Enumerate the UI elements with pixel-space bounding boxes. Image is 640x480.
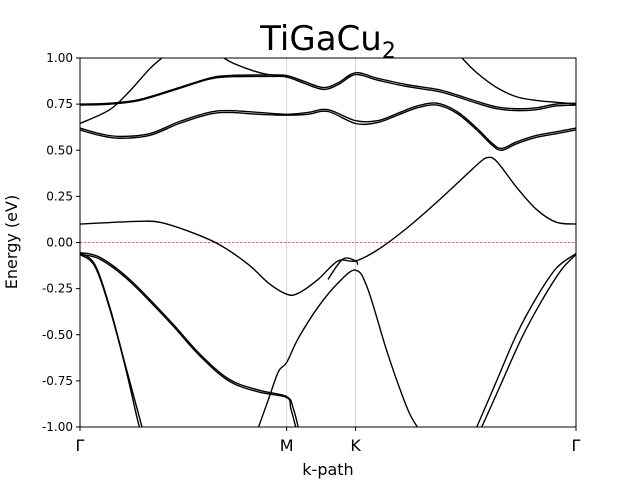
xtick-label-0: Γ [76, 436, 85, 455]
band-line-10 [80, 253, 141, 427]
chart-title-subscript: 2 [382, 39, 396, 64]
ytick-label-3: -0.25 [42, 282, 73, 296]
xtick-label-1: M [280, 436, 294, 455]
ytick-label-5: 0.25 [46, 189, 73, 203]
band-line-15 [461, 58, 576, 105]
band-line-12 [327, 257, 359, 280]
high-symmetry-gridlines [286, 58, 356, 427]
band-line-4 [80, 102, 576, 150]
band-line-11 [257, 269, 418, 427]
xtick-label-2: K [350, 436, 361, 455]
chart-title: TiGaCu2 [259, 19, 396, 64]
ytick-label-8: 1.00 [46, 51, 73, 65]
y-axis-label: Energy (eV) [2, 195, 21, 289]
band-line-2 [80, 73, 576, 112]
band-line-5 [80, 104, 576, 151]
chart-title-main: TiGaCu [259, 19, 382, 59]
band-line-0 [80, 58, 163, 125]
xtick-label-3: Γ [572, 436, 581, 455]
band-line-7 [80, 251, 299, 427]
band-line-1 [80, 71, 576, 110]
band-line-13 [476, 252, 576, 427]
band-line-3 [223, 58, 287, 77]
ytick-label-0: -1.00 [42, 420, 73, 434]
band-line-6 [80, 156, 576, 296]
x-axis-label: k-path [302, 460, 353, 479]
ytick-label-7: 0.75 [46, 97, 73, 111]
ytick-label-1: -0.75 [42, 374, 73, 388]
ytick-label-2: -0.50 [42, 328, 73, 342]
ytick-label-6: 0.50 [46, 143, 73, 157]
bands [80, 58, 576, 427]
ytick-label-4: 0.00 [46, 236, 73, 250]
band-line-8 [80, 253, 297, 427]
y-axis-ticks: -1.00 -0.75 -0.50 -0.25 0.00 0.25 0.50 0.75 1.00 [42, 51, 80, 434]
band-line-14 [481, 254, 576, 427]
